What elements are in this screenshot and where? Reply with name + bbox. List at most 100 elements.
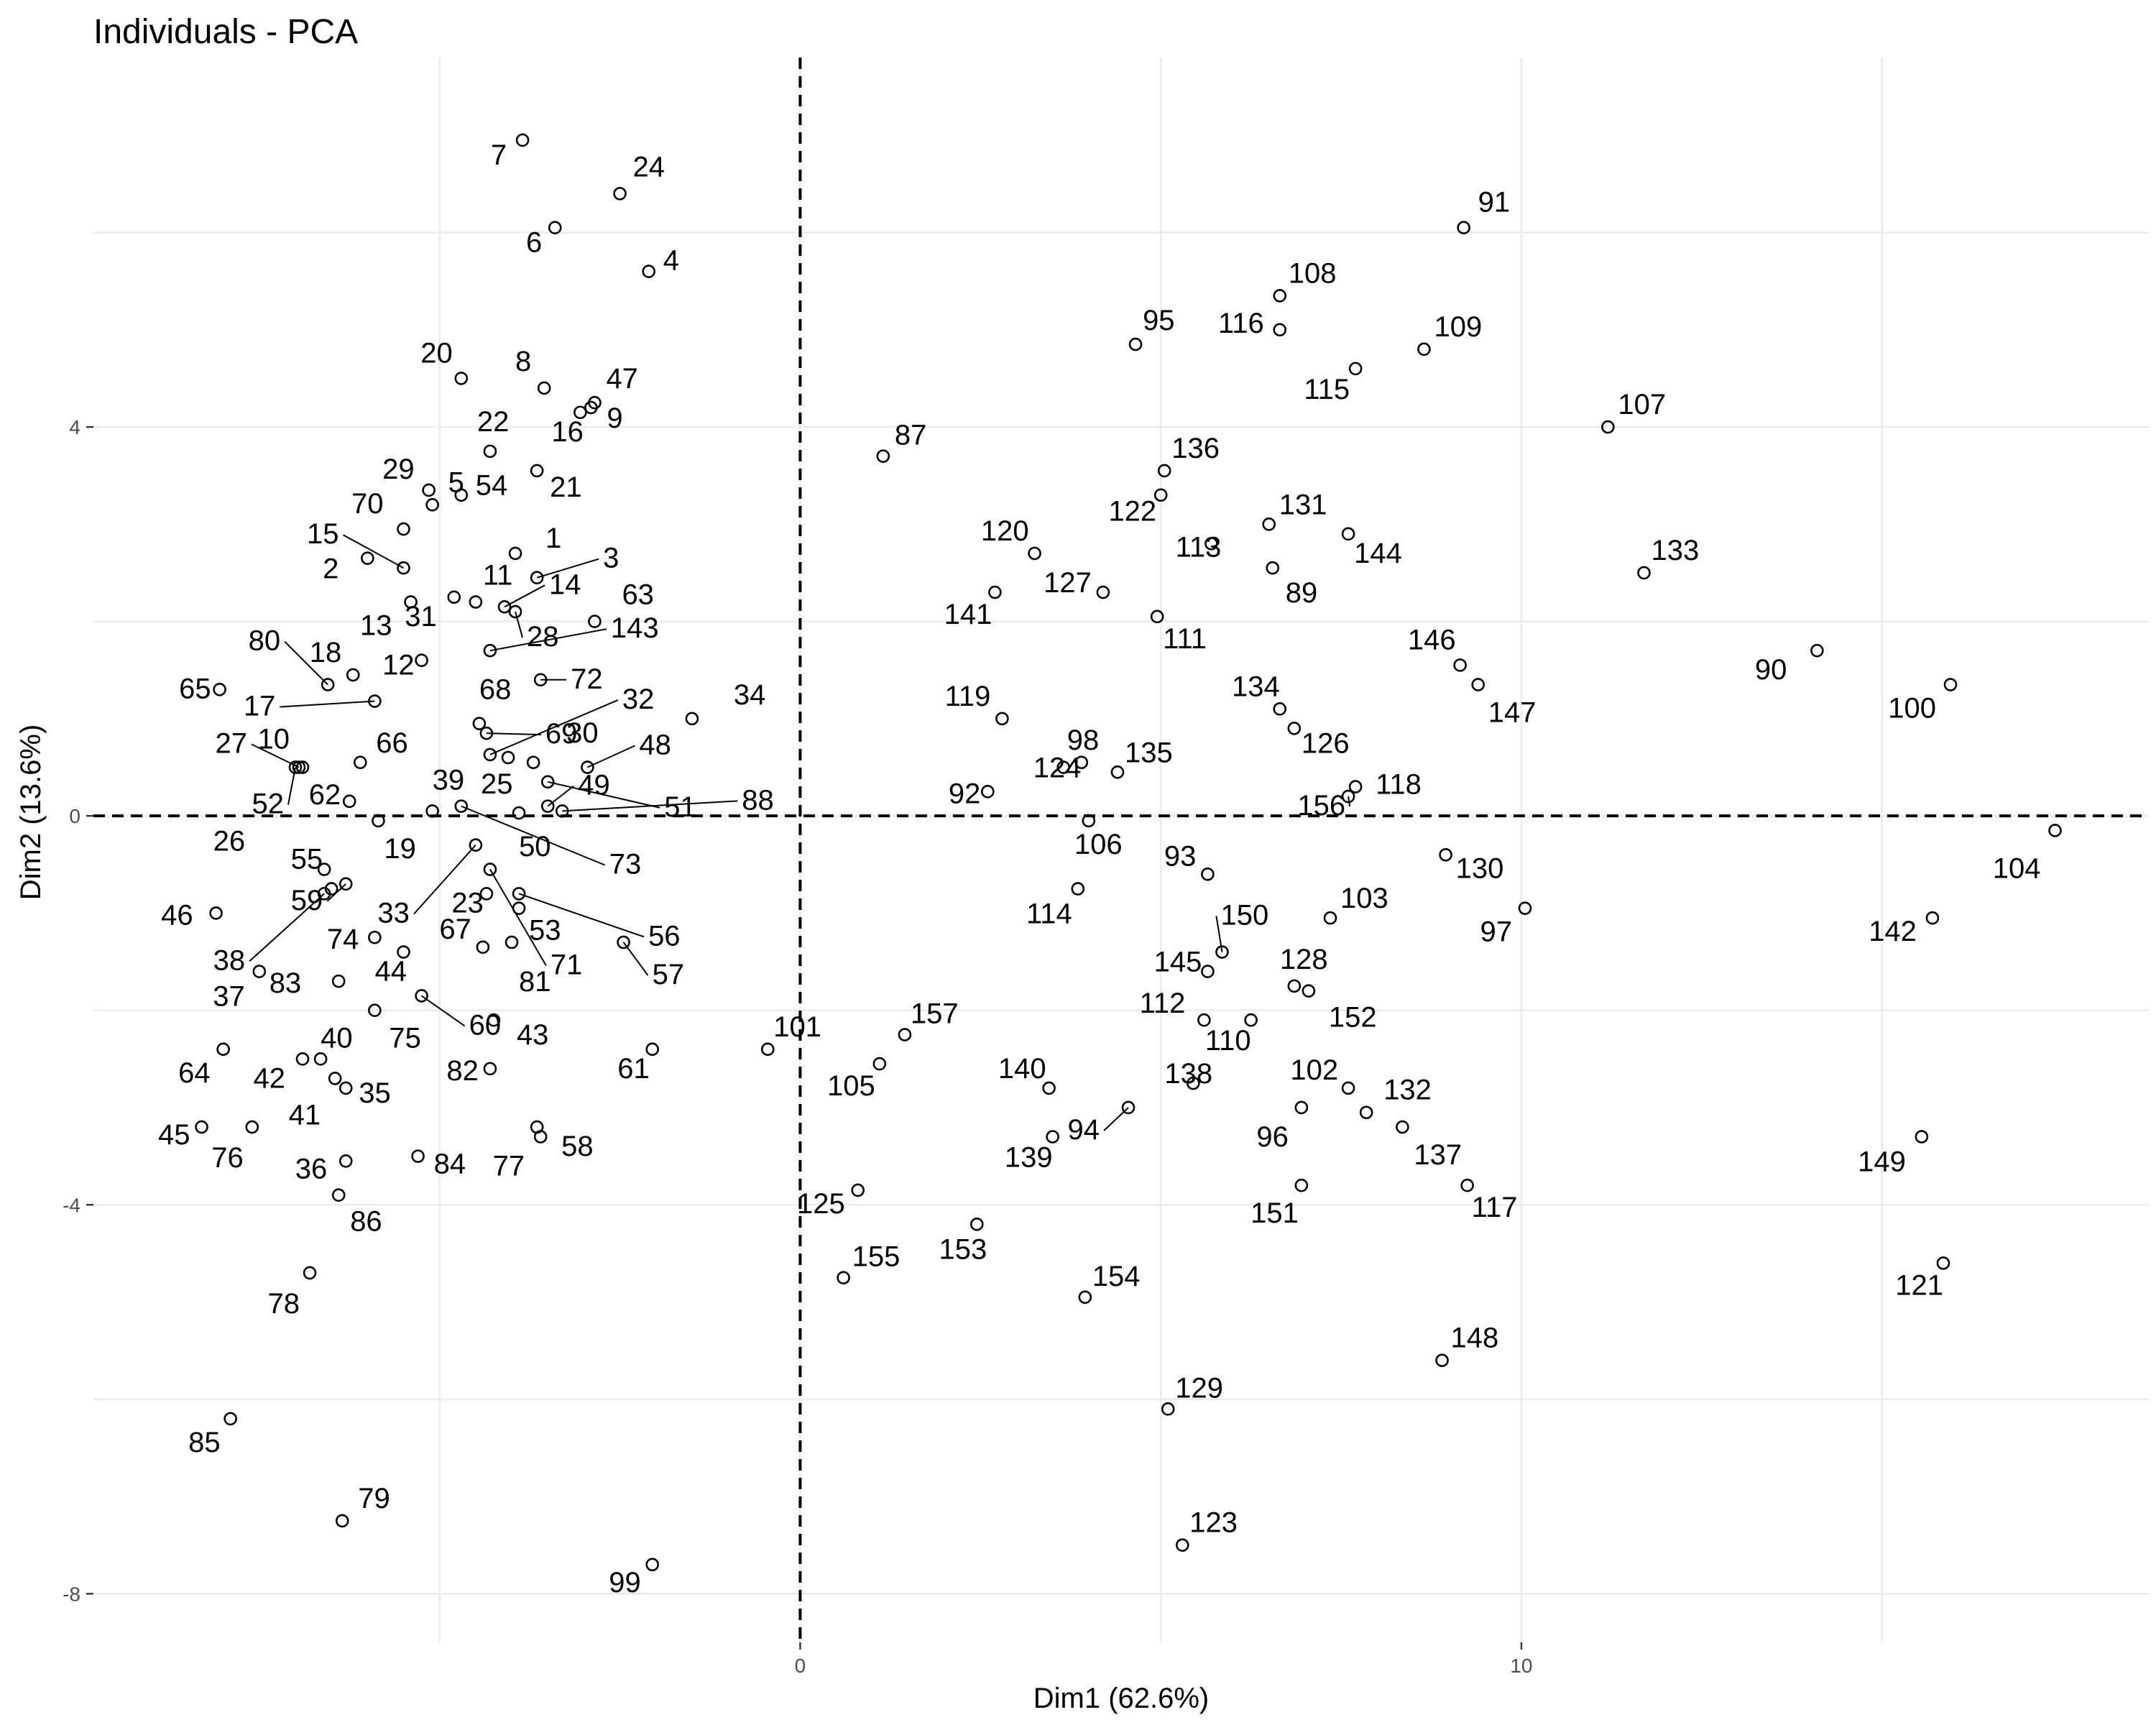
point-label-34: 34 — [734, 679, 766, 711]
point-36 — [338, 1154, 353, 1168]
point-79 — [335, 1514, 349, 1528]
point-label-66: 66 — [376, 727, 408, 759]
point-label-71: 71 — [550, 949, 583, 981]
leader-line-15 — [343, 534, 404, 569]
point-label-152: 152 — [1329, 1002, 1377, 1034]
point-label-39: 39 — [433, 764, 465, 796]
leader-line-38 — [249, 893, 325, 962]
point-39 — [425, 804, 439, 818]
point-77 — [533, 1130, 548, 1144]
point-138 — [1187, 1076, 1200, 1090]
leader-line-143 — [489, 628, 607, 652]
point-label-131: 131 — [1279, 489, 1327, 520]
point-87 — [876, 449, 890, 463]
point-label-148: 148 — [1451, 1322, 1499, 1354]
point-label-15: 15 — [307, 518, 339, 550]
y-tick-label: 4 — [69, 416, 80, 438]
point-label-154: 154 — [1092, 1261, 1141, 1292]
point-label-73: 73 — [609, 849, 642, 880]
point-80 — [321, 678, 335, 691]
point-label-102: 102 — [1290, 1054, 1338, 1086]
point-label-35: 35 — [359, 1077, 390, 1109]
point-117 — [1460, 1178, 1474, 1192]
point-label-112: 112 — [1140, 988, 1186, 1019]
point-label-104: 104 — [1993, 852, 2041, 884]
point-label-147: 147 — [1488, 697, 1537, 729]
point-label-75: 75 — [389, 1023, 421, 1054]
point-125 — [851, 1183, 865, 1197]
point-5 — [425, 497, 439, 512]
point-label-126: 126 — [1302, 727, 1350, 759]
leader-line-48 — [586, 745, 635, 768]
point-label-11: 11 — [483, 560, 513, 592]
point-43 — [487, 1013, 501, 1027]
point-label-32: 32 — [622, 684, 655, 715]
point-label-99: 99 — [609, 1567, 641, 1598]
point-label-118: 118 — [1376, 769, 1422, 801]
point-label-140: 140 — [998, 1053, 1046, 1085]
point-81 — [505, 935, 519, 949]
point-label-143: 143 — [611, 612, 659, 644]
point-label-124: 124 — [1033, 753, 1082, 784]
point-93 — [1201, 868, 1215, 881]
point-26 — [317, 862, 331, 876]
point-label-96: 96 — [1256, 1121, 1289, 1153]
point-label-29: 29 — [382, 454, 415, 485]
point-label-92: 92 — [949, 778, 981, 809]
point-106 — [1082, 814, 1096, 828]
point-126 — [1287, 722, 1302, 735]
y-axis-title: Dim2 (13.6%) — [15, 724, 47, 901]
point-label-80: 80 — [249, 625, 281, 657]
point-label-109: 109 — [1434, 311, 1482, 343]
point-label-87: 87 — [895, 420, 927, 451]
point-label-7: 7 — [491, 139, 507, 171]
point-62 — [342, 794, 356, 809]
point-label-103: 103 — [1340, 883, 1388, 914]
point-label-20: 20 — [420, 337, 453, 369]
point-label-58: 58 — [561, 1131, 594, 1162]
point-27 — [292, 760, 306, 774]
point-130 — [1439, 847, 1452, 862]
point-label-6: 6 — [526, 227, 542, 259]
point-71 — [483, 862, 497, 876]
point-95 — [1128, 337, 1143, 351]
point-63 — [588, 615, 602, 628]
point-8 — [537, 381, 551, 395]
point-42 — [295, 1052, 310, 1066]
point-label-74: 74 — [327, 924, 359, 955]
point-label-55: 55 — [291, 844, 323, 875]
point-label-120: 120 — [981, 515, 1029, 547]
point-label-24: 24 — [633, 151, 665, 183]
point-label-86: 86 — [350, 1206, 382, 1238]
point-150 — [1215, 945, 1229, 959]
leader-line-60 — [421, 995, 466, 1027]
point-label-137: 137 — [1414, 1139, 1462, 1171]
point-111 — [1150, 610, 1164, 624]
point-142 — [1925, 911, 1940, 925]
point-label-138: 138 — [1164, 1058, 1212, 1090]
point-label-21: 21 — [550, 472, 582, 503]
point-label-33: 33 — [377, 898, 410, 929]
leader-line-51 — [547, 781, 660, 809]
point-label-134: 134 — [1232, 671, 1280, 702]
x-tick-label: 10 — [1510, 1655, 1532, 1677]
point-129 — [1161, 1402, 1175, 1416]
point-45 — [195, 1120, 208, 1134]
point-97 — [1518, 901, 1532, 915]
point-16 — [573, 405, 587, 420]
point-label-59: 59 — [291, 885, 323, 916]
x-axis-title: Dim1 (62.6%) — [1033, 1683, 1210, 1714]
point-120 — [1028, 546, 1041, 561]
point-116 — [1273, 323, 1287, 337]
point-51 — [540, 775, 555, 789]
point-label-77: 77 — [493, 1151, 525, 1182]
point-label-45: 45 — [158, 1119, 190, 1151]
point-label-52: 52 — [252, 788, 284, 820]
point-104 — [2048, 824, 2062, 837]
point-label-93: 93 — [1164, 840, 1197, 872]
point-label-119: 119 — [945, 681, 991, 712]
point-66 — [353, 755, 367, 770]
point-label-153: 153 — [939, 1233, 987, 1265]
point-83 — [331, 974, 346, 988]
